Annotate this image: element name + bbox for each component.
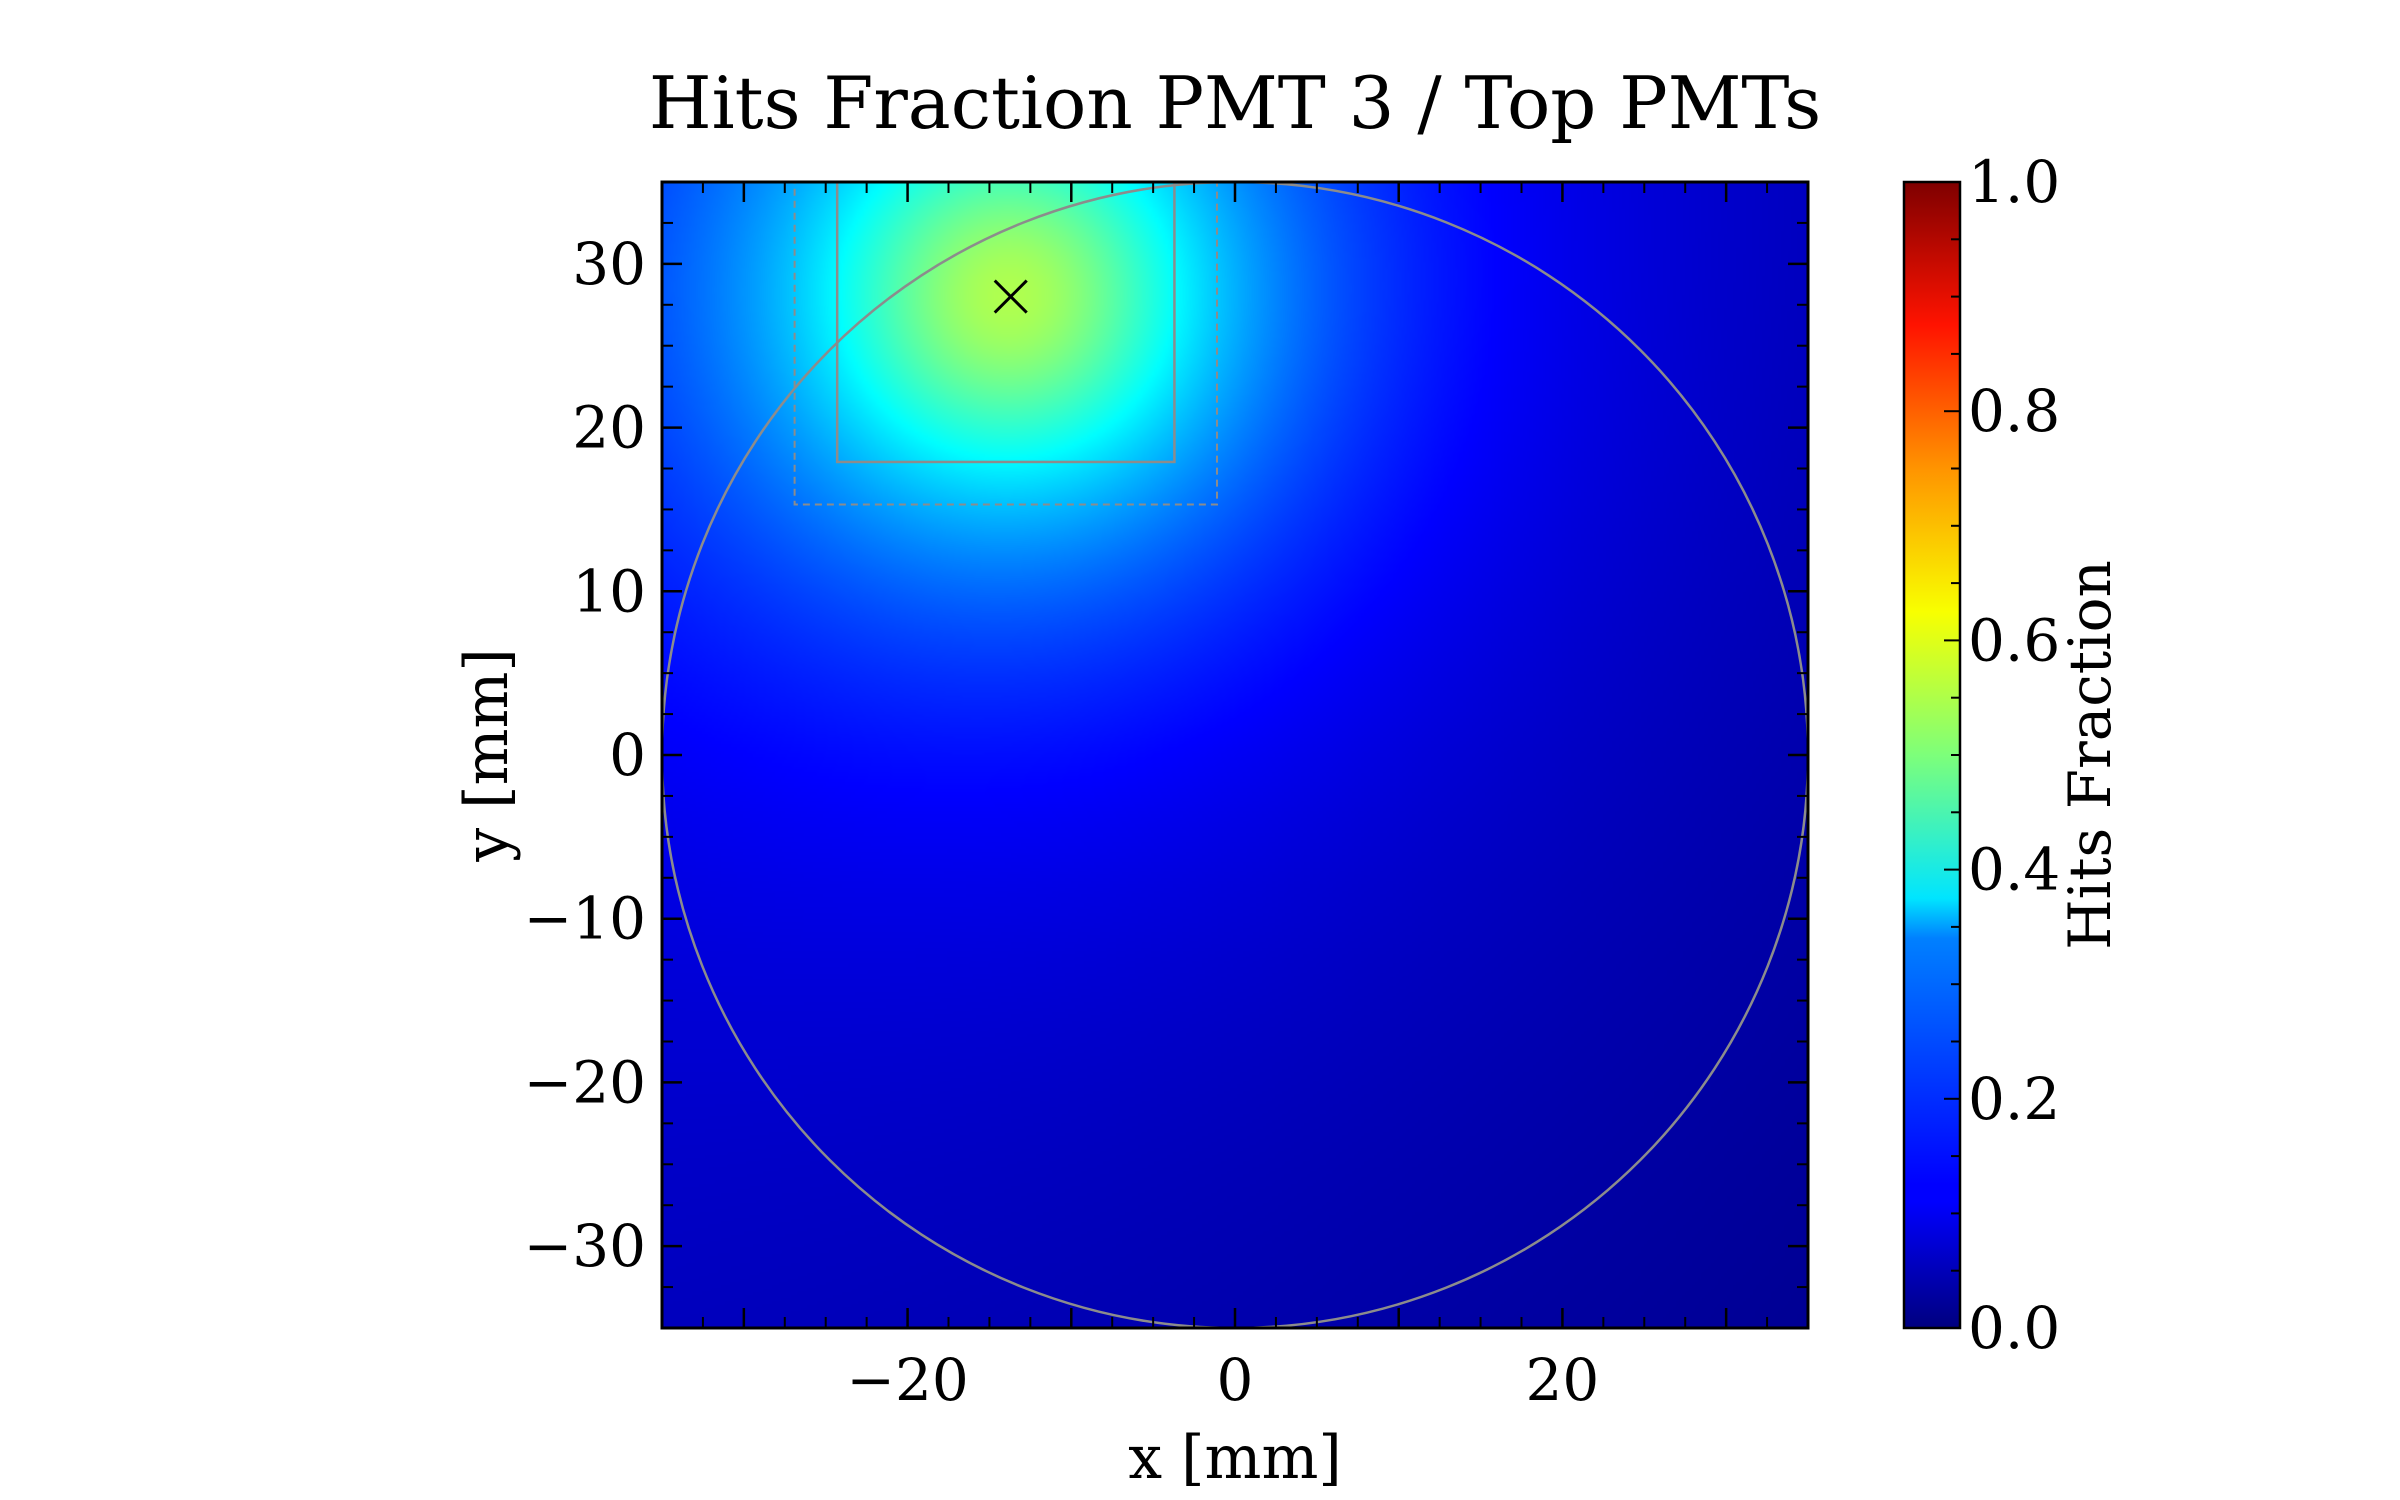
x-tick-label: 20 — [1526, 1346, 1600, 1414]
y-axis-label: y [mm] — [452, 648, 522, 863]
colorbar-tick-label: 0.4 — [1968, 836, 2060, 904]
y-tick-label: 20 — [572, 394, 646, 462]
y-tick-label: −20 — [524, 1048, 646, 1116]
y-tick-label: 10 — [572, 557, 646, 625]
x-axis-ticks: −20 0 20 — [661, 182, 1809, 1414]
heatmap-image — [662, 182, 1808, 1328]
y-tick-label: −10 — [524, 885, 646, 953]
y-axis-ticks: 30 20 10 0 −10 −20 −30 — [524, 181, 1808, 1329]
colorbar-tick-label: 0.0 — [1968, 1294, 2060, 1362]
x-tick-label: 0 — [1217, 1346, 1254, 1414]
y-tick-label: −30 — [524, 1212, 646, 1280]
center-marker-x — [993, 279, 1028, 314]
x-axis-label: x [mm] — [1128, 1423, 1342, 1493]
x-tick-label: −20 — [846, 1346, 968, 1414]
chart-title: Hits Fraction PMT 3 / Top PMTs — [649, 61, 1821, 145]
y-tick-label: 30 — [572, 230, 646, 298]
colorbar-tick-label: 1.0 — [1968, 148, 2060, 216]
colorbar-gradient — [1902, 180, 1962, 1330]
colorbar-tick-label: 0.8 — [1968, 377, 2060, 445]
colorbar-tick-label: 0.6 — [1968, 606, 2060, 674]
y-tick-label: 0 — [609, 721, 646, 789]
overlays — [662, 182, 1808, 1328]
colorbar: 0.0 0.2 0.4 0.6 0.8 1.0 Hits Fraction — [1902, 148, 2124, 1362]
colorbar-ticks: 0.0 0.2 0.4 0.6 0.8 1.0 — [1944, 148, 2060, 1362]
pmt-square — [835, 182, 1176, 464]
heatmap-plot-area — [660, 180, 1810, 1330]
colorbar-label: Hits Fraction — [2056, 560, 2124, 950]
colorbar-tick-label: 0.2 — [1968, 1065, 2060, 1133]
